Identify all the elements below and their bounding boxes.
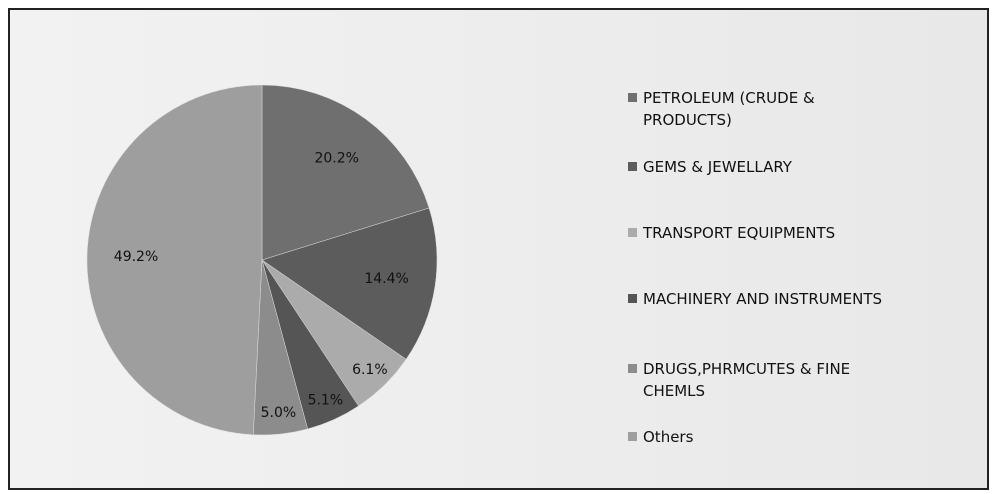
legend-item: MACHINERY AND INSTRUMENTS bbox=[628, 288, 918, 310]
legend-item: DRUGS,PHRMCUTES & FINE CHEMLS bbox=[628, 358, 918, 402]
legend-label: Others bbox=[643, 428, 694, 446]
legend-swatch bbox=[628, 93, 637, 102]
data-label: 5.1% bbox=[308, 392, 344, 408]
data-label: 6.1% bbox=[352, 362, 388, 378]
legend-item: Others bbox=[628, 426, 918, 448]
pie-slice bbox=[261, 84, 430, 261]
data-label: 49.2% bbox=[114, 249, 158, 265]
data-label: 20.2% bbox=[314, 151, 358, 167]
legend-swatch bbox=[628, 364, 637, 373]
legend-label: TRANSPORT EQUIPMENTS bbox=[643, 224, 836, 242]
legend-item: GEMS & JEWELLARY bbox=[628, 156, 918, 178]
pie-slice bbox=[261, 207, 438, 360]
legend-label: DRUGS,PHRMCUTES & FINE CHEMLS bbox=[643, 360, 851, 400]
legend-swatch bbox=[628, 162, 637, 171]
legend-swatch bbox=[628, 228, 637, 237]
legend-label: GEMS & JEWELLARY bbox=[643, 158, 792, 176]
data-label: 14.4% bbox=[364, 271, 408, 287]
legend-swatch bbox=[628, 432, 637, 441]
legend-item: PETROLEUM (CRUDE & PRODUCTS) bbox=[628, 87, 918, 131]
legend-item: TRANSPORT EQUIPMENTS bbox=[628, 222, 918, 244]
data-label: 5.0% bbox=[261, 405, 297, 421]
pie-slice bbox=[86, 84, 263, 436]
legend-label: MACHINERY AND INSTRUMENTS bbox=[643, 290, 883, 308]
legend-swatch bbox=[628, 294, 637, 303]
legend-label: PETROLEUM (CRUDE & PRODUCTS) bbox=[643, 89, 815, 129]
